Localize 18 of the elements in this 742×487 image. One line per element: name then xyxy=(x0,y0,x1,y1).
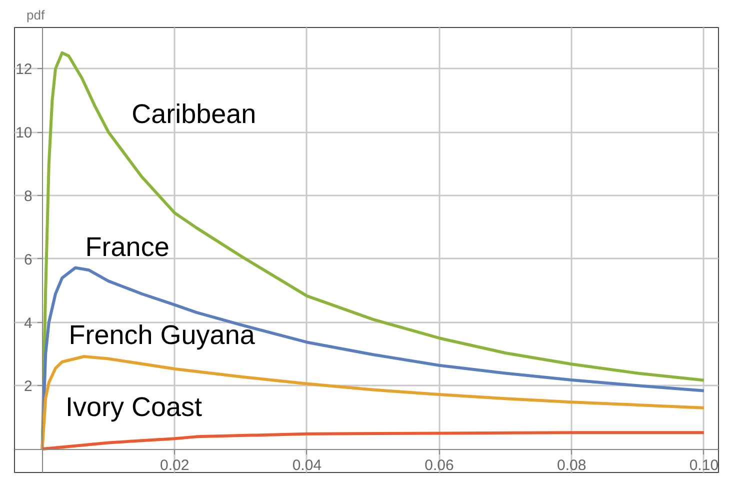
y-tick-label: 4 xyxy=(24,314,32,332)
series-label: French Guyana xyxy=(68,320,256,350)
y-axis-title: pdf xyxy=(26,8,45,22)
y-tick-label: 8 xyxy=(24,188,32,205)
series-label: France xyxy=(85,232,170,262)
series-label: Ivory Coast xyxy=(65,392,202,422)
line-series xyxy=(40,431,706,451)
y-tick-label: 2 xyxy=(24,378,32,396)
x-tick-label: 0.02 xyxy=(160,457,190,474)
y-tick-label: 12 xyxy=(16,61,32,78)
series-label: Caribbean xyxy=(132,98,256,129)
line-series xyxy=(40,354,706,451)
x-tick-label: 0.08 xyxy=(557,457,586,474)
x-tick-label: 0.10 xyxy=(689,457,719,474)
y-tick-label: 10 xyxy=(16,124,32,142)
x-tick-label: 0.06 xyxy=(424,457,454,474)
y-tick-label: 6 xyxy=(24,251,32,268)
x-tick-label: 0.04 xyxy=(292,457,322,474)
